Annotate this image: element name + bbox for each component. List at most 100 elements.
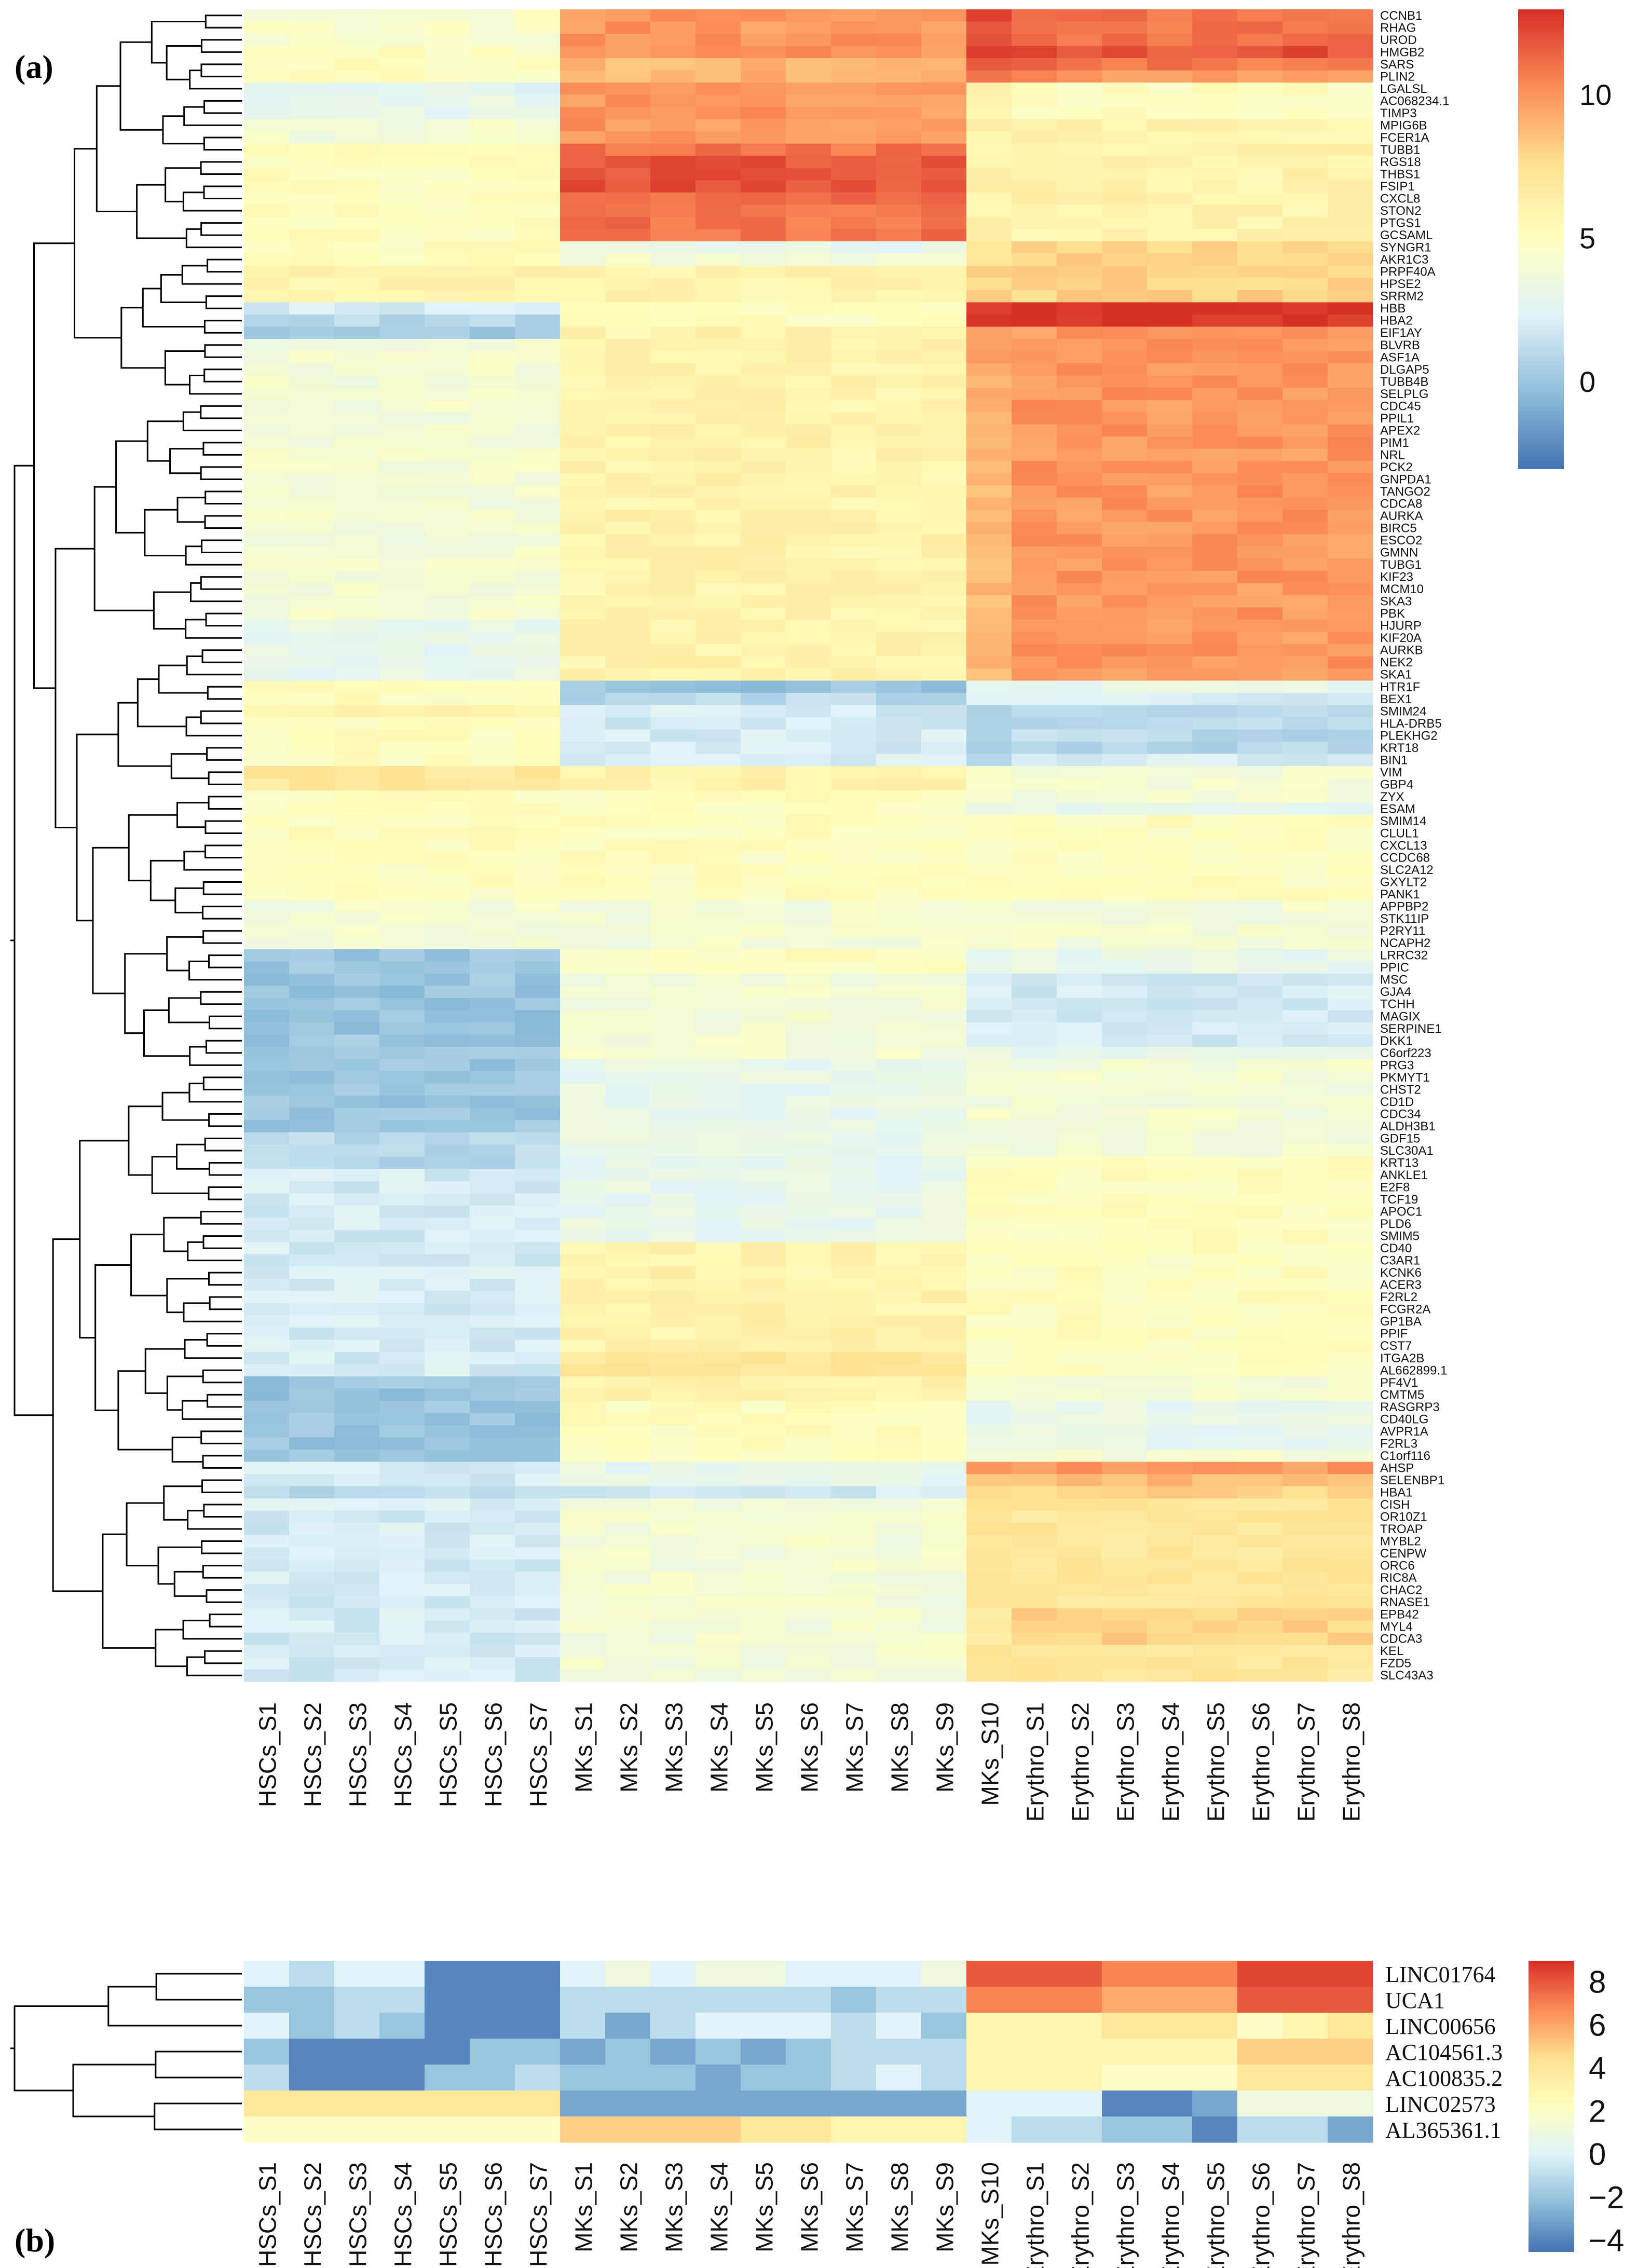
heatmap-cell: [470, 1108, 515, 1121]
heatmap-cell: [1192, 632, 1238, 645]
heatmap-cell: [876, 961, 922, 974]
dendrogram-branch: [168, 997, 210, 1023]
heatmap-cell: [244, 876, 290, 889]
dendrogram-branch: [182, 192, 242, 212]
heatmap-cell: [1282, 204, 1328, 217]
heatmap-cell: [1282, 1242, 1328, 1255]
heatmap-cell: [1102, 1218, 1148, 1231]
heatmap-cell: [921, 851, 967, 864]
heatmap-cell: [1328, 229, 1373, 242]
heatmap-cell: [966, 70, 1012, 83]
dendrogram-branch: [188, 960, 242, 981]
heatmap-cell: [470, 1572, 515, 1584]
heatmap-cell: [650, 143, 696, 156]
heatmap-cell: [334, 326, 380, 339]
heatmap-cell: [650, 2091, 696, 2117]
dendrogram-branch: [184, 1338, 242, 1359]
heatmap-cell: [1102, 1437, 1148, 1450]
heatmap-cell: [1102, 888, 1148, 901]
heatmap-cell: [470, 1461, 515, 1474]
heatmap-cell: [966, 436, 1012, 449]
gene-label: BIN1: [1380, 753, 1408, 767]
legend-gradient-step: [1529, 2062, 1574, 2066]
heatmap-cell: [1057, 473, 1102, 486]
heatmap-cell: [786, 1498, 831, 1511]
heatmap-cell: [1237, 436, 1283, 449]
heatmap-cell: [695, 1229, 741, 1242]
heatmap-cell: [470, 400, 515, 413]
heatmap-cell: [605, 473, 651, 486]
heatmap-cell: [1012, 1291, 1057, 1304]
heatmap-cell: [1192, 668, 1238, 681]
heatmap-cell: [605, 1547, 651, 1560]
heatmap-cell: [1192, 839, 1238, 852]
heatmap-cell: [1102, 46, 1148, 59]
heatmap-cell: [1282, 1071, 1328, 1084]
heatmap-cell: [921, 1474, 967, 1487]
heatmap-cell: [1102, 1987, 1148, 2013]
heatmap-cell: [831, 1535, 877, 1548]
heatmap-cell: [786, 1193, 831, 1206]
heatmap-cell: [425, 656, 470, 669]
heatmap-cell: [1192, 265, 1238, 279]
heatmap-cell: [470, 1388, 515, 1401]
heatmap-cell: [876, 558, 922, 571]
heatmap-cell: [515, 485, 561, 498]
heatmap-cell: [334, 1388, 380, 1401]
heatmap-cell: [1147, 94, 1193, 107]
heatmap-cell: [1012, 1583, 1057, 1596]
heatmap-cell: [515, 1047, 561, 1060]
heatmap-cell: [1102, 1961, 1148, 1987]
heatmap-cell: [470, 961, 515, 974]
heatmap-cell: [1328, 1425, 1373, 1438]
heatmap-cell: [1102, 168, 1148, 181]
heatmap-cell: [515, 851, 561, 864]
heatmap-cell: [921, 485, 967, 498]
heatmap-cell: [425, 790, 470, 803]
heatmap-cell: [1057, 2039, 1102, 2065]
heatmap-cell: [515, 558, 561, 571]
heatmap-cell: [1328, 326, 1373, 339]
heatmap-cell: [515, 229, 561, 242]
heatmap-cell: [289, 1596, 335, 1609]
heatmap-cell: [425, 778, 470, 791]
heatmap-cell: [605, 1474, 651, 1487]
heatmap-cell: [1102, 9, 1148, 22]
heatmap-cell: [379, 1181, 425, 1194]
heatmap-cell: [876, 1059, 922, 1072]
heatmap-cell: [966, 58, 1012, 71]
heatmap-cell: [425, 1096, 470, 1109]
dendrogram-branch: [143, 1009, 190, 1057]
heatmap-cell: [1057, 717, 1102, 730]
heatmap-cell: [560, 961, 606, 974]
heatmap-cell: [515, 70, 561, 83]
heatmap-cell: [425, 400, 470, 413]
heatmap-cell: [1012, 1437, 1057, 1450]
heatmap-cell: [1328, 1010, 1373, 1023]
heatmap-cell: [379, 192, 425, 205]
heatmap-cell: [876, 46, 922, 59]
legend-gradient-step: [1518, 116, 1564, 121]
heatmap-cell: [1237, 619, 1283, 633]
heatmap-cell: [560, 1461, 606, 1474]
heatmap-cell: [1012, 34, 1057, 47]
heatmap-cell: [786, 168, 831, 181]
heatmap-cell: [244, 912, 290, 925]
heatmap-cell: [244, 351, 290, 364]
heatmap-cell: [695, 668, 741, 681]
heatmap-cell: [1192, 119, 1238, 132]
heatmap-cell: [1282, 497, 1328, 510]
legend-gradient-step: [1529, 2179, 1574, 2182]
heatmap-cell: [244, 143, 290, 156]
heatmap-cell: [1192, 461, 1238, 474]
heatmap-cell: [786, 1596, 831, 1609]
heatmap-cell: [605, 583, 651, 596]
heatmap-cell: [1282, 888, 1328, 901]
heatmap-cell: [515, 522, 561, 535]
gene-label: LRRC32: [1380, 949, 1428, 963]
heatmap-cell: [425, 70, 470, 83]
heatmap-b-row-dendrogram: [10, 1973, 242, 2130]
heatmap-cell: [1057, 937, 1102, 950]
heatmap-cell: [1328, 278, 1373, 291]
heatmap-cell: [921, 1425, 967, 1438]
